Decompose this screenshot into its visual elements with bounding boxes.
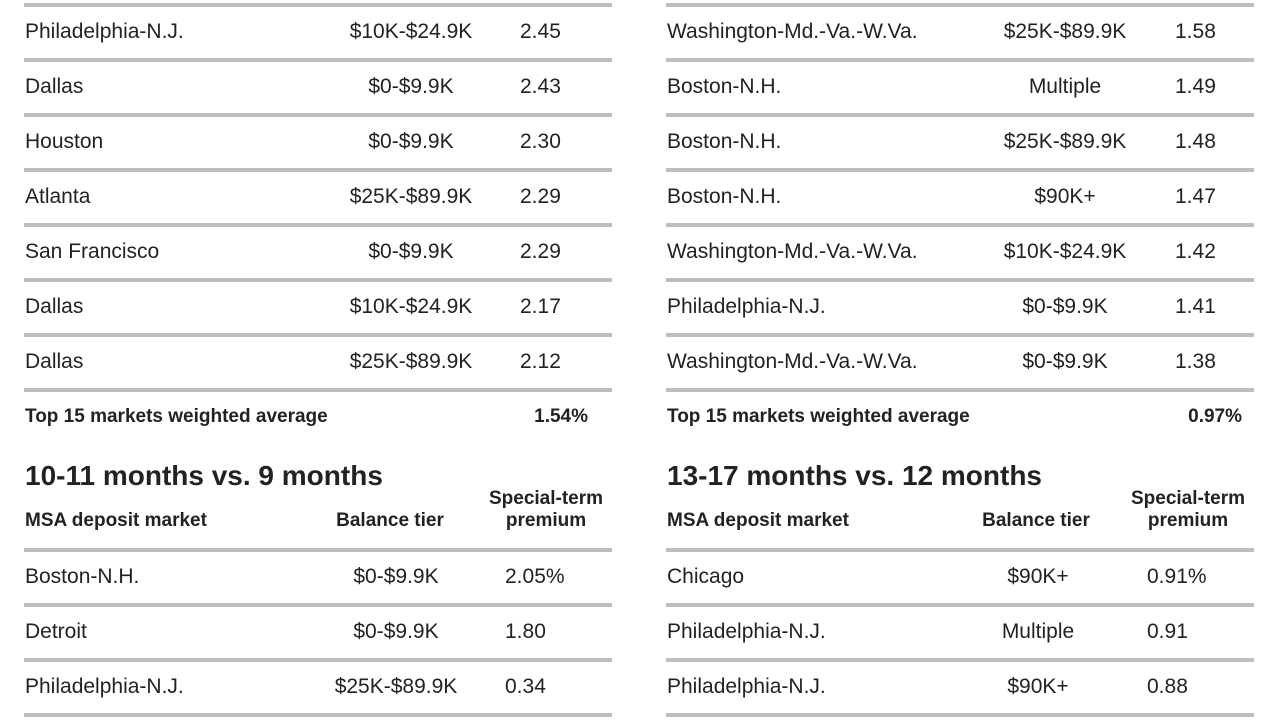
market: Dallas <box>25 350 84 373</box>
row-rule <box>666 603 1254 607</box>
premium: 1.58 <box>1175 20 1216 43</box>
market: Atlanta <box>25 185 91 208</box>
balance-tier: $25K-$89.9K <box>1003 20 1127 43</box>
balance-tier: $10K-$24.9K <box>1003 240 1127 263</box>
premium: 1.42 <box>1175 240 1216 263</box>
balance-tier: $0-$9.9K <box>368 240 454 263</box>
row-rule <box>24 3 612 7</box>
row-rule <box>666 548 1254 552</box>
market: Washington-Md.-Va.-W.Va. <box>667 20 918 43</box>
balance-tier: $0-$9.9K <box>1022 350 1108 373</box>
row-rule <box>666 333 1254 337</box>
balance-tier: $10K-$24.9K <box>349 20 473 43</box>
premium: 2.17 <box>520 295 561 318</box>
premium: 2.45 <box>520 20 561 43</box>
header-premium: Special-term premium <box>488 488 604 531</box>
premium: 1.80 <box>505 620 546 643</box>
market: Dallas <box>25 75 84 98</box>
market: Boston-N.H. <box>667 185 782 208</box>
premium: 1.47 <box>1175 185 1216 208</box>
market: Philadelphia-N.J. <box>667 620 826 643</box>
premium: 0.91 <box>1147 620 1188 643</box>
header-market: MSA deposit market <box>25 510 207 531</box>
balance-tier: $25K-$89.9K <box>334 675 458 698</box>
market: Washington-Md.-Va.-W.Va. <box>667 350 918 373</box>
header-tier: Balance tier <box>982 510 1090 531</box>
header-tier: Balance tier <box>336 510 444 531</box>
summary-label: Top 15 markets weighted average <box>667 406 970 427</box>
balance-tier: $0-$9.9K <box>1022 295 1108 318</box>
market: Philadelphia-N.J. <box>667 675 826 698</box>
balance-tier: $0-$9.9K <box>368 75 454 98</box>
row-rule <box>24 333 612 337</box>
row-rule <box>666 113 1254 117</box>
market: Washington-Md.-Va.-W.Va. <box>667 240 918 263</box>
balance-tier: $0-$9.9K <box>368 130 454 153</box>
market: Houston <box>25 130 104 153</box>
row-rule <box>24 713 612 717</box>
row-rule <box>666 713 1254 717</box>
balance-tier: $25K-$89.9K <box>349 185 473 208</box>
row-rule <box>24 603 612 607</box>
row-rule <box>24 278 612 282</box>
row-rule <box>24 548 612 552</box>
balance-tier: $25K-$89.9K <box>1003 130 1127 153</box>
market: Philadelphia-N.J. <box>25 20 184 43</box>
premium: 0.88 <box>1147 675 1188 698</box>
balance-tier: $90K+ <box>1034 185 1096 208</box>
row-rule <box>666 168 1254 172</box>
balance-tier: $0-$9.9K <box>353 565 439 588</box>
premium: 2.43 <box>520 75 561 98</box>
premium: 0.91% <box>1147 565 1207 588</box>
row-rule <box>24 388 612 392</box>
header-market: MSA deposit market <box>667 510 849 531</box>
market: San Francisco <box>25 240 160 263</box>
market: Boston-N.H. <box>25 565 140 588</box>
market: Detroit <box>25 620 87 643</box>
row-rule <box>24 168 612 172</box>
header-premium: Special-term premium <box>1130 488 1246 531</box>
row-rule <box>666 388 1254 392</box>
premium: 1.41 <box>1175 295 1216 318</box>
balance-tier: $0-$9.9K <box>353 620 439 643</box>
premium: 2.29 <box>520 185 561 208</box>
premium: 1.38 <box>1175 350 1216 373</box>
row-rule <box>24 113 612 117</box>
market: Dallas <box>25 295 84 318</box>
market: Boston-N.H. <box>667 130 782 153</box>
row-rule <box>24 58 612 62</box>
balance-tier: Multiple <box>1001 620 1075 643</box>
premium: 2.12 <box>520 350 561 373</box>
row-rule <box>666 3 1254 7</box>
row-rule <box>24 223 612 227</box>
market: Philadelphia-N.J. <box>667 295 826 318</box>
row-rule <box>666 223 1254 227</box>
balance-tier: $90K+ <box>1007 565 1069 588</box>
summary-value: 0.97% <box>1188 406 1242 427</box>
market: Boston-N.H. <box>667 75 782 98</box>
row-rule <box>24 658 612 662</box>
premium: 2.30 <box>520 130 561 153</box>
premium: 1.49 <box>1175 75 1216 98</box>
premium: 2.29 <box>520 240 561 263</box>
market: Philadelphia-N.J. <box>25 675 184 698</box>
row-rule <box>666 278 1254 282</box>
premium: 2.05% <box>505 565 565 588</box>
summary-value: 1.54% <box>534 406 588 427</box>
section-title: 13-17 months vs. 12 months <box>667 460 1043 491</box>
balance-tier: $90K+ <box>1007 675 1069 698</box>
section-title: 10-11 months vs. 9 months <box>25 460 383 491</box>
premium: 0.34 <box>505 675 546 698</box>
premium: 1.48 <box>1175 130 1216 153</box>
row-rule <box>666 58 1254 62</box>
balance-tier: Multiple <box>1028 75 1102 98</box>
market: Chicago <box>667 565 745 588</box>
summary-label: Top 15 markets weighted average <box>25 406 328 427</box>
balance-tier: $10K-$24.9K <box>349 295 473 318</box>
row-rule <box>666 658 1254 662</box>
balance-tier: $25K-$89.9K <box>349 350 473 373</box>
